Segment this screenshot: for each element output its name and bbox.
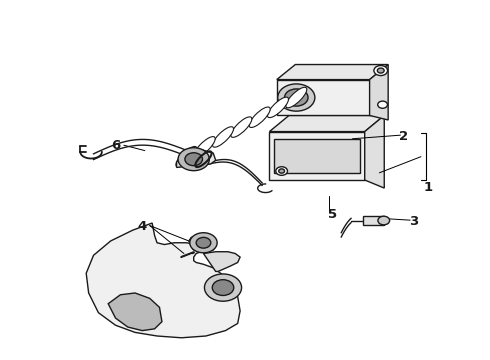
Circle shape bbox=[377, 68, 384, 73]
Circle shape bbox=[204, 274, 242, 301]
Ellipse shape bbox=[213, 127, 234, 147]
Polygon shape bbox=[270, 132, 365, 180]
Polygon shape bbox=[365, 116, 384, 188]
Ellipse shape bbox=[268, 97, 289, 118]
Ellipse shape bbox=[286, 87, 307, 108]
Circle shape bbox=[378, 216, 390, 225]
Polygon shape bbox=[369, 64, 388, 120]
Polygon shape bbox=[277, 64, 388, 80]
Circle shape bbox=[378, 101, 388, 108]
Polygon shape bbox=[277, 80, 369, 116]
Polygon shape bbox=[203, 252, 240, 271]
Ellipse shape bbox=[231, 117, 252, 138]
Polygon shape bbox=[86, 223, 240, 338]
Circle shape bbox=[279, 169, 285, 173]
Polygon shape bbox=[108, 293, 162, 330]
Text: 3: 3 bbox=[409, 215, 418, 228]
Polygon shape bbox=[176, 149, 216, 167]
Text: 1: 1 bbox=[424, 181, 433, 194]
Circle shape bbox=[285, 89, 308, 106]
Circle shape bbox=[196, 237, 211, 248]
Text: 6: 6 bbox=[111, 139, 120, 152]
Bar bbox=[274, 139, 360, 173]
Ellipse shape bbox=[249, 107, 270, 127]
Polygon shape bbox=[363, 216, 384, 225]
Circle shape bbox=[374, 66, 388, 76]
Circle shape bbox=[276, 167, 288, 175]
Circle shape bbox=[190, 233, 217, 253]
Text: 4: 4 bbox=[138, 220, 147, 233]
Circle shape bbox=[212, 280, 234, 296]
Polygon shape bbox=[270, 116, 384, 132]
Polygon shape bbox=[189, 235, 216, 252]
Text: 5: 5 bbox=[328, 208, 338, 221]
Text: 2: 2 bbox=[399, 130, 408, 144]
Ellipse shape bbox=[194, 136, 215, 157]
Circle shape bbox=[278, 84, 315, 111]
Ellipse shape bbox=[176, 147, 197, 167]
Circle shape bbox=[185, 153, 202, 166]
Circle shape bbox=[178, 148, 209, 171]
